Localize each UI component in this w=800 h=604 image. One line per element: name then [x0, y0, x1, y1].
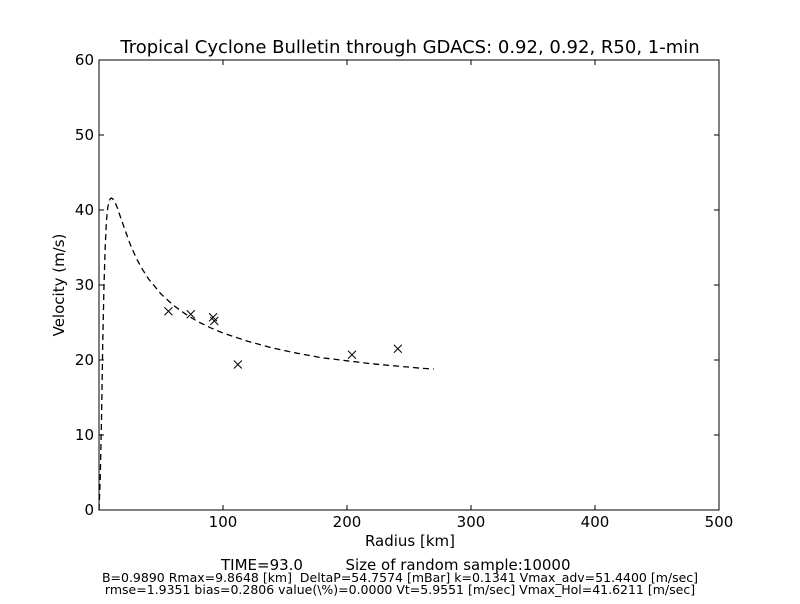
footer-time: TIME=93.0	[220, 556, 303, 574]
y-tick-label: 40	[75, 201, 94, 219]
x-tick-label: 200	[333, 513, 362, 531]
footer-sample-size: Size of random sample:10000	[345, 556, 570, 574]
data-point-marker	[347, 350, 357, 360]
y-tick-label: 20	[75, 351, 94, 369]
y-tick-label: 60	[75, 51, 94, 69]
data-point-marker	[233, 360, 243, 369]
x-tick-label: 300	[457, 513, 486, 531]
x-tick-label: 400	[581, 513, 610, 531]
y-tick-label: 30	[75, 276, 94, 294]
data-point-marker	[393, 344, 403, 354]
chart-title: Tropical Cyclone Bulletin through GDACS:…	[119, 37, 699, 58]
x-tick-label: 100	[209, 513, 238, 531]
footer-parameters: B=0.9890 Rmax=9.8648 [km] DeltaP=54.7574…	[102, 570, 698, 585]
series-curve-line	[98, 197, 434, 511]
plot-area: 100 200 300 400 500 0 10 20 30 40 50 60	[75, 51, 733, 531]
x-axis-label: Radius [km]	[365, 532, 455, 550]
data-point-marker	[186, 309, 196, 319]
y-tick-label: 10	[75, 426, 94, 444]
x-tick-label: 500	[705, 513, 734, 531]
footer-statistics: rmse=1.9351 bias=0.2806 value(\%)=0.0000…	[105, 582, 695, 597]
data-point-marker	[209, 316, 219, 326]
data-point-marker	[164, 306, 173, 316]
y-tick-label: 0	[84, 501, 94, 519]
y-axis-label: Velocity (m/s)	[50, 234, 68, 337]
plot-frame	[98, 59, 720, 511]
y-tick-label: 50	[75, 126, 94, 144]
